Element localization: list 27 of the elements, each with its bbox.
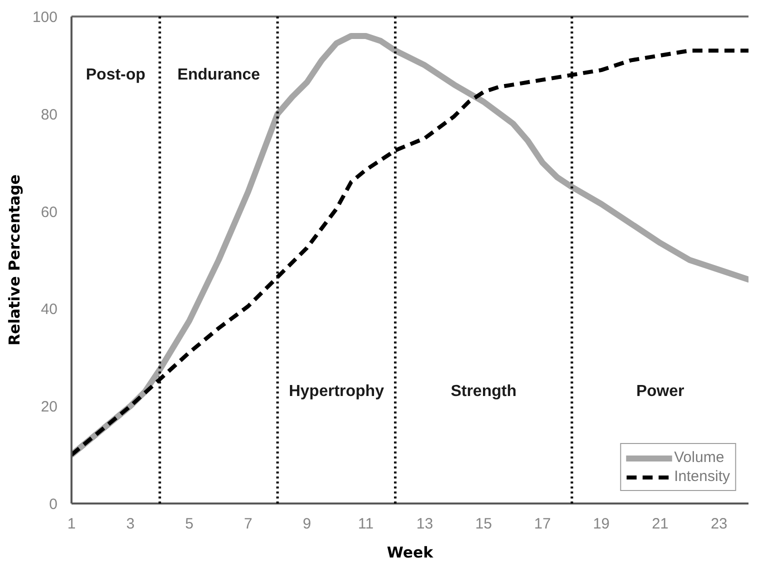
y-tick-label: 100 xyxy=(32,9,58,26)
x-tick-label: 11 xyxy=(358,516,374,532)
legend-label: Volume xyxy=(674,449,724,466)
x-tick-label: 9 xyxy=(302,516,312,532)
annotation: Post-op xyxy=(86,66,146,84)
y-tick-label: 0 xyxy=(49,496,58,513)
x-tick-label: 13 xyxy=(416,516,434,532)
y-axis-title: Relative Percentage xyxy=(5,174,24,346)
x-axis-title: Week xyxy=(386,544,434,562)
y-tick-label: 60 xyxy=(40,204,58,221)
annotation: Power xyxy=(636,382,684,400)
annotation: Hypertrophy xyxy=(288,382,384,400)
y-tick-label: 20 xyxy=(40,398,58,416)
legend-label: Intensity xyxy=(674,468,730,485)
x-tick-label: 3 xyxy=(126,516,135,532)
x-tick-label: 17 xyxy=(534,516,551,532)
annotation: Strength xyxy=(450,382,516,400)
x-tick-label: 15 xyxy=(475,516,492,532)
x-tick-label: 21 xyxy=(652,516,669,532)
annotation: Endurance xyxy=(177,66,260,84)
x-tick-label: 23 xyxy=(710,516,728,532)
y-tick-label: 40 xyxy=(40,301,58,318)
y-tick-label: 80 xyxy=(40,106,58,124)
x-tick-label: 5 xyxy=(185,516,194,532)
x-tick-label: 19 xyxy=(592,516,610,532)
x-tick-label: 1 xyxy=(67,516,76,532)
x-tick-label: 7 xyxy=(244,516,252,532)
